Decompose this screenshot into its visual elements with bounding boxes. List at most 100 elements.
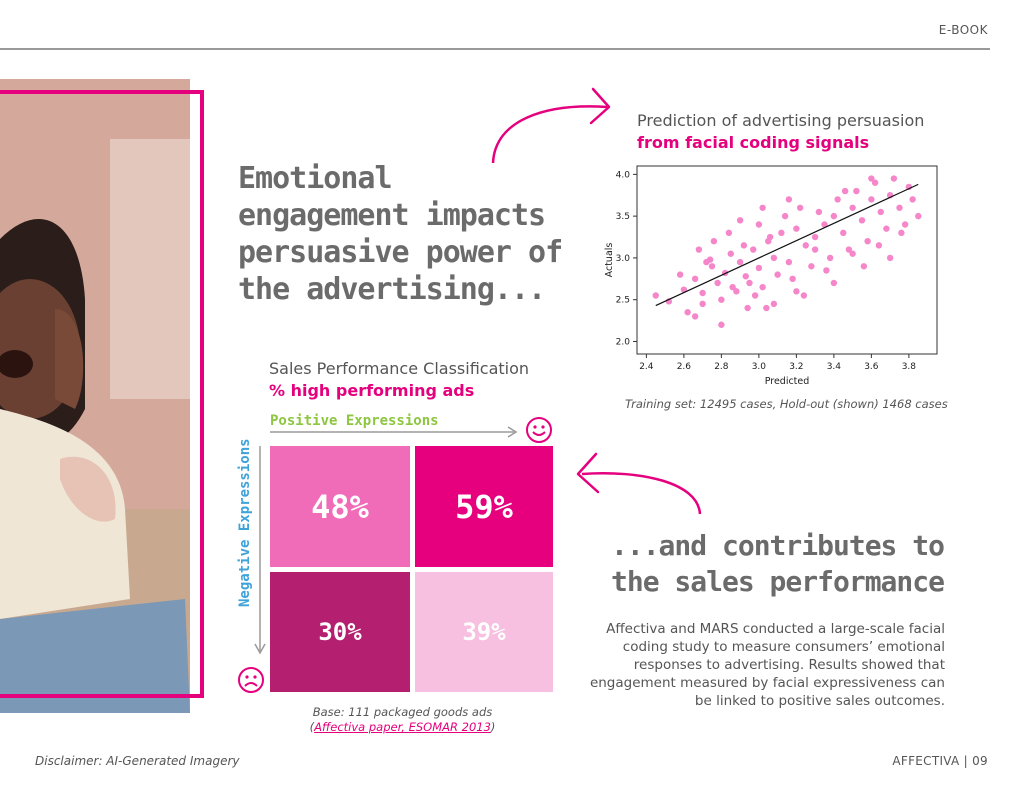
data-point: [815, 208, 823, 216]
negative-expressions-label: Negative Expressions: [237, 438, 253, 607]
training-note: Training set: 12495 cases, Hold-out (sho…: [625, 397, 948, 411]
data-point: [864, 238, 871, 245]
data-point: [830, 279, 838, 287]
data-point: [800, 292, 808, 299]
matrix-cell-39: 39%: [415, 572, 553, 692]
data-point: [868, 175, 875, 182]
footer-page-label: AFFECTIVA | 09: [892, 754, 988, 768]
base-note-source: (Affectiva paper, ESOMAR 2013): [280, 720, 525, 735]
data-point: [727, 250, 734, 257]
hero-photo-illustration: [0, 79, 190, 713]
data-point: [830, 212, 838, 220]
data-point: [898, 229, 905, 237]
data-point: [763, 304, 770, 312]
data-point: [877, 208, 884, 216]
data-point: [750, 246, 757, 253]
contributes-body: Affectiva and MARS conducted a large-sca…: [589, 621, 945, 709]
x-tick-label: 3.6: [864, 362, 879, 372]
matrix-cell-48: 48%: [270, 446, 410, 567]
data-point: [725, 229, 733, 237]
data-point: [886, 254, 894, 262]
headline: Emotional engagement impacts persuasive …: [238, 161, 563, 307]
data-point: [840, 229, 847, 237]
data-point: [849, 204, 856, 211]
data-point: [699, 289, 706, 297]
x-tick-label: 2.4: [639, 362, 654, 372]
hero-photo: [0, 79, 190, 713]
trend-line: [655, 183, 919, 307]
source-link[interactable]: Affectiva paper, ESOMAR 2013: [314, 720, 491, 734]
data-point: [729, 283, 736, 291]
data-point: [841, 187, 849, 195]
data-point: [811, 246, 819, 253]
data-point: [871, 179, 879, 186]
data-point: [796, 204, 804, 211]
data-point: [652, 292, 659, 299]
data-point: [909, 196, 916, 203]
data-point: [808, 263, 815, 270]
data-point: [774, 271, 781, 278]
x-tick-label: 3.2: [789, 362, 803, 372]
data-point: [718, 296, 725, 303]
data-point: [759, 283, 766, 291]
base-note-line: Base: 111 packaged goods ads: [312, 705, 493, 719]
data-point: [853, 187, 860, 195]
data-point: [736, 258, 744, 266]
header-rule: [0, 48, 990, 50]
positive-arrow: [270, 426, 518, 438]
smiley-sad-icon: [238, 667, 264, 693]
data-point: [785, 258, 793, 266]
data-point: [733, 288, 740, 295]
data-point: [875, 242, 883, 249]
data-point: [826, 254, 834, 262]
data-point: [868, 196, 875, 203]
data-point: [710, 238, 718, 245]
data-point: [785, 196, 793, 203]
disclaimer: Disclaimer: AI-Generated Imagery: [35, 754, 240, 768]
prediction-title: Prediction of advertising persuasion fro…: [637, 110, 924, 154]
matrix-cell-59: 59%: [415, 446, 553, 567]
negative-arrow: [254, 446, 266, 655]
data-point: [736, 217, 744, 224]
source-close: ): [490, 720, 496, 734]
x-tick-label: 2.6: [677, 362, 692, 372]
data-point: [890, 175, 898, 182]
data-point: [781, 212, 789, 220]
sales-title-line: Sales Performance Classification: [269, 359, 530, 378]
data-point: [766, 233, 774, 241]
y-tick-label: 3.5: [616, 212, 630, 222]
data-point: [793, 288, 800, 295]
data-point: [691, 275, 699, 282]
base-note: Base: 111 packaged goods ads (Affectiva …: [280, 705, 525, 735]
data-point: [718, 321, 725, 328]
sales-subtitle: % high performing ads: [269, 381, 475, 400]
x-axis-label: Predicted: [765, 376, 810, 387]
data-point: [896, 204, 903, 211]
photo-frame: [0, 90, 204, 698]
smiley-happy-icon: [526, 417, 552, 443]
data-point: [684, 309, 691, 316]
prediction-title-line: Prediction of advertising persuasion: [637, 111, 925, 130]
curved-arrow-icon: [576, 452, 702, 515]
data-point: [708, 263, 716, 270]
x-tick-label: 3.4: [827, 362, 842, 372]
data-point: [834, 196, 841, 203]
curved-arrow-icon: [491, 87, 611, 164]
data-point: [811, 233, 819, 241]
data-point: [742, 273, 749, 280]
scatter-chart: 2.4 2.6 2.8 3.0 3.2 3.4 3.6 3.8 2.0 2.5 3.0 3.5 4.0 P…: [604, 165, 938, 387]
y-tick-label: 3.0: [616, 254, 631, 264]
y-axis-label: Actuals: [604, 243, 615, 278]
data-point: [821, 221, 828, 228]
data-point: [706, 256, 714, 263]
y-tick-label: 2.5: [616, 296, 630, 306]
y-tick-label: 2.0: [616, 337, 631, 347]
data-point: [714, 279, 721, 287]
data-point: [699, 300, 706, 308]
data-point: [915, 212, 922, 220]
data-point: [744, 304, 751, 312]
data-point: [740, 242, 748, 249]
data-point: [770, 300, 778, 308]
data-point: [751, 292, 759, 299]
data-point: [695, 246, 703, 253]
